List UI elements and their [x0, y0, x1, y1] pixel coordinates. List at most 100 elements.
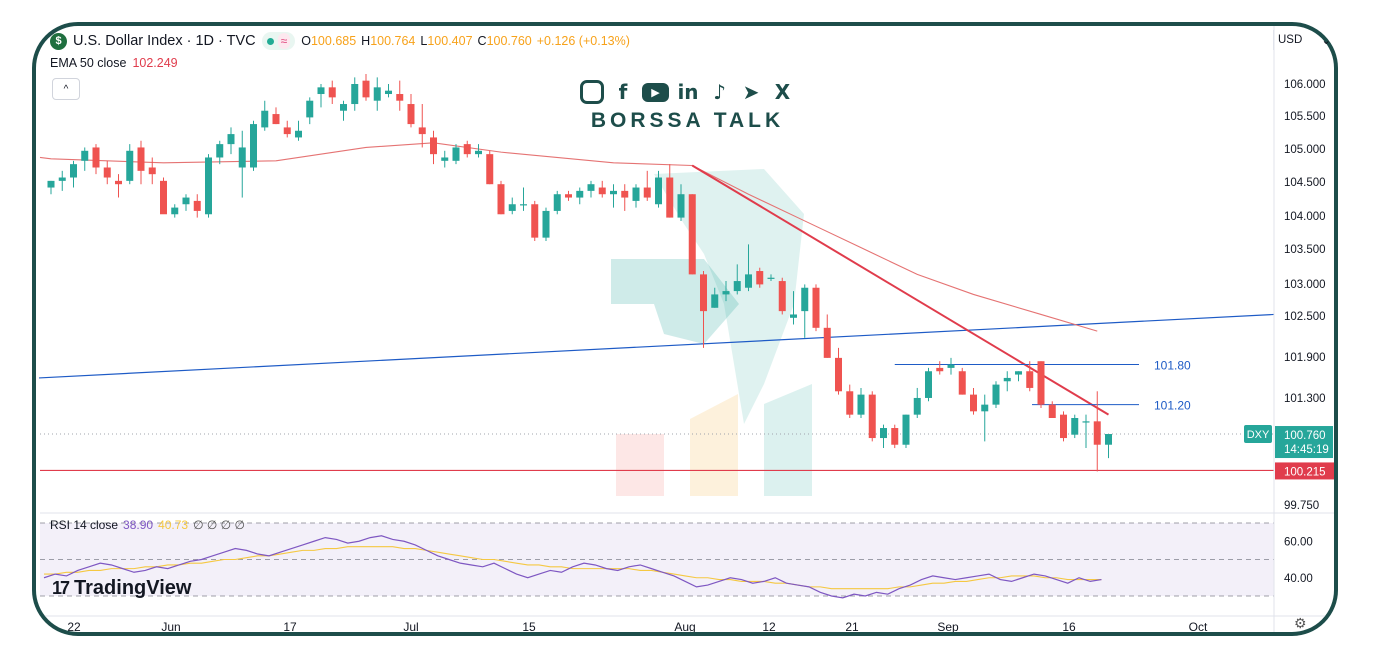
time-tick-label: 21	[845, 620, 859, 634]
time-tick-label: 17	[283, 620, 297, 634]
symbol-title[interactable]: U.S. Dollar Index · 1D · TVC	[73, 33, 256, 49]
candle-body	[396, 94, 404, 101]
candle-body	[733, 281, 741, 292]
candle-body	[688, 194, 696, 275]
rsi-tick-label: 60.00	[1284, 536, 1313, 548]
candle-body	[925, 371, 932, 398]
tradingview-logo[interactable]: 17 TradingView	[52, 577, 191, 600]
candle-body	[565, 194, 572, 198]
candle-body	[407, 104, 415, 125]
ema-legend[interactable]: EMA 50 close 102.249	[50, 56, 178, 70]
rsi-pane: 60.00 40.00	[40, 522, 1313, 599]
brand-banner: f ▶ in ♪ ➤ X BORSSA TALK	[580, 77, 795, 133]
rsi-legend[interactable]: RSI 14 close 38.90 40.73 ∅ ∅ ∅ ∅	[50, 518, 245, 532]
candle-body	[306, 100, 314, 118]
symbol-tag: DXY	[1247, 429, 1270, 441]
candle-body	[1060, 414, 1067, 439]
chevron-down-icon: ⌄	[1321, 35, 1331, 47]
candle-body	[486, 154, 494, 185]
brand-name: BORSSA TALK	[590, 109, 785, 132]
time-tick-label: Oct	[1189, 620, 1208, 634]
collapse-legend-button[interactable]: ^	[52, 78, 80, 100]
symbol-tag-bg	[1244, 425, 1272, 444]
time-tick-label: Aug	[674, 620, 695, 634]
candle-body	[497, 184, 505, 215]
candle-body	[891, 428, 899, 445]
candle-body	[328, 87, 336, 98]
time-tick-label: Sep	[937, 620, 959, 634]
last-price-label: 100.760	[1284, 430, 1326, 442]
candle-body	[351, 84, 359, 105]
telegram-icon: ➤	[742, 80, 760, 104]
dollar-sign-icon: $	[50, 32, 67, 50]
candle-body	[1003, 377, 1011, 382]
rsi-ma-line	[44, 546, 1102, 590]
candle-body	[767, 277, 775, 279]
candle-body	[227, 134, 235, 145]
candle-body	[1093, 421, 1101, 445]
candle-body	[610, 190, 617, 195]
wave-icon: ≈	[277, 33, 291, 49]
gear-icon[interactable]: ⚙	[1294, 615, 1307, 631]
tiktok-icon: ♪	[713, 80, 726, 104]
candle-body	[880, 428, 887, 439]
tradingview-logo-text: TradingView	[74, 577, 192, 599]
candle-body	[666, 177, 674, 218]
candle-body	[160, 180, 167, 215]
price-tick-label: 104.000	[1284, 211, 1326, 223]
candle-body	[801, 287, 809, 312]
candle-body	[272, 114, 280, 125]
rsi-na-values: ∅ ∅ ∅ ∅	[193, 518, 245, 532]
price-tick-label: 103.000	[1284, 279, 1326, 291]
price-tick-label: 102.500	[1284, 311, 1326, 323]
candle-body	[250, 124, 257, 168]
candle-body	[677, 194, 685, 218]
chart-frame: 101.80 101.20 60.00 40.00 106.000 105.500 10…	[32, 22, 1338, 636]
candle-body	[947, 364, 955, 368]
tradingview-mark-icon: 17	[52, 578, 70, 598]
price-tick-label: 101.300	[1284, 393, 1326, 405]
ema-label: EMA 50 close	[50, 56, 127, 70]
candle-body	[295, 130, 302, 138]
candle-body	[846, 391, 854, 415]
candle-body	[913, 397, 921, 415]
candle-body	[1071, 418, 1079, 435]
candle-body	[936, 367, 944, 372]
candle-body	[981, 404, 989, 412]
candle-body	[317, 87, 325, 95]
candle-body	[205, 157, 212, 215]
candle-body	[835, 357, 842, 392]
candle-body	[441, 157, 449, 161]
candle-body	[520, 204, 527, 206]
price-tick-label: 103.500	[1284, 244, 1326, 256]
candle-body	[362, 80, 370, 98]
candle-body	[857, 394, 865, 415]
candle-body	[452, 147, 460, 161]
candle-body	[418, 127, 426, 135]
candle-body	[81, 150, 89, 161]
candle-body	[1082, 421, 1090, 423]
countdown-label: 14:45:19	[1284, 444, 1329, 456]
candle-body	[823, 327, 831, 358]
candle-body	[58, 177, 66, 181]
instagram-icon	[580, 80, 604, 104]
candle-body	[812, 287, 820, 328]
candle-body	[778, 281, 786, 312]
candle-body	[1037, 361, 1045, 405]
axes: 106.000 105.500 105.000 104.500 104.000 103.5…	[40, 26, 1334, 634]
candle-body	[700, 274, 707, 312]
ema-50-line	[39, 142, 1098, 332]
candle-body	[463, 144, 471, 155]
ema-value: 102.249	[132, 56, 178, 70]
candle-body	[958, 371, 966, 395]
time-tick-label: 15	[522, 620, 536, 634]
currency-selector[interactable]: USD ⌄	[1273, 30, 1335, 50]
candle-body	[1105, 434, 1112, 445]
level-label-101-20: 101.20	[1154, 399, 1191, 413]
candle-body	[148, 167, 156, 175]
x-icon: X	[774, 80, 791, 104]
candle-body	[238, 147, 246, 168]
rsi-value: 38.90	[123, 518, 154, 532]
status-pill[interactable]: ≈	[261, 32, 296, 50]
